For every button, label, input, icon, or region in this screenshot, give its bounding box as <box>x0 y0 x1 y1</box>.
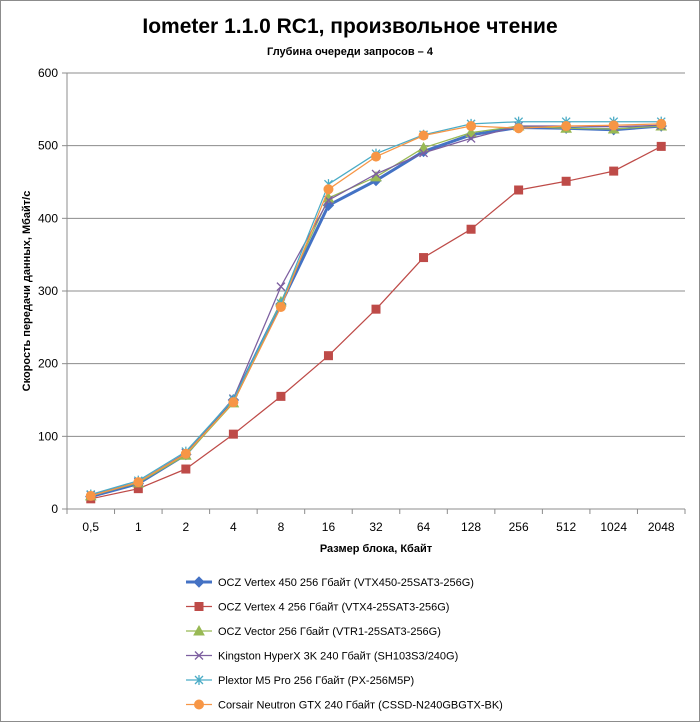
x-tick-label: 512 <box>556 520 576 534</box>
data-point <box>180 448 191 459</box>
y-tick-label: 0 <box>51 502 58 516</box>
x-tick-label: 64 <box>417 520 431 534</box>
series-2 <box>86 141 666 504</box>
legend-label: OCZ Vector 256 Гбайт (VTR1-25SAT3-256G) <box>218 626 441 638</box>
y-tick-label: 200 <box>38 357 58 371</box>
gridlines <box>67 72 685 437</box>
data-point <box>418 130 429 141</box>
data-point <box>85 490 96 501</box>
data-point <box>466 133 476 143</box>
chart-title: Iometer 1.1.0 RC1, произвольное чтение <box>142 15 557 38</box>
legend-label: Plextor M5 Pro 256 Гбайт (PX-256M5P) <box>218 675 414 687</box>
data-point <box>228 429 238 439</box>
legend-marker <box>194 651 204 660</box>
data-point <box>656 141 666 151</box>
y-tick-label: 500 <box>38 139 58 153</box>
legend-label: Corsair Neutron GTX 240 Гбайт (CSSD-N240… <box>218 700 503 712</box>
data-point <box>371 169 381 179</box>
legend-marker <box>194 602 204 611</box>
legend: OCZ Vertex 450 256 Гбайт (VTX450-25SAT3-… <box>186 576 503 712</box>
x-tick-label: 256 <box>509 520 529 534</box>
x-tick-label: 2048 <box>648 520 675 534</box>
y-tick-label: 300 <box>38 284 58 298</box>
series-layer <box>84 116 668 504</box>
data-point <box>419 148 428 158</box>
data-point <box>561 176 571 186</box>
data-point <box>133 477 144 488</box>
data-point <box>513 123 524 134</box>
data-point <box>276 391 286 401</box>
legend-marker <box>193 576 205 588</box>
y-tick-labels: 0 100 200 300 400 500 600 <box>38 66 58 516</box>
legend-label: OCZ Vertex 4 256 Гбайт (VTX4-25SAT3-256G… <box>218 602 449 614</box>
data-point <box>419 253 429 263</box>
x-tick-label: 4 <box>230 520 237 534</box>
legend-entry: Kingston HyperX 3K 240 Гбайт (SH103S3/24… <box>186 651 458 663</box>
y-tick-label: 600 <box>38 66 58 80</box>
data-point <box>371 304 381 314</box>
legend-entry: OCZ Vertex 450 256 Гбайт (VTX450-25SAT3-… <box>186 576 474 589</box>
data-point <box>228 397 239 408</box>
x-tick-label: 128 <box>461 520 481 534</box>
data-point <box>371 151 381 162</box>
y-tick-label: 100 <box>38 429 58 443</box>
x-tick-label: 32 <box>369 520 383 534</box>
x-tick-label: 1 <box>135 520 142 534</box>
x-tick-labels: 0,5 1 2 4 8 16 32 64 128 256 512 1024 2048 <box>82 520 674 534</box>
x-tick-label: 2 <box>183 520 190 534</box>
data-point <box>656 118 667 129</box>
legend-marker <box>194 699 204 710</box>
data-point <box>276 282 286 292</box>
data-point <box>417 141 430 153</box>
x-tick-label: 0,5 <box>82 520 99 534</box>
data-point <box>323 351 333 361</box>
data-point <box>514 185 524 195</box>
data-point <box>465 126 477 138</box>
series-line <box>90 145 662 500</box>
data-point <box>466 224 476 234</box>
legend-entry: OCZ Vector 256 Гбайт (VTR1-25SAT3-256G) <box>186 624 441 638</box>
x-tick-label: 1024 <box>600 520 627 534</box>
legend-marker <box>194 675 204 685</box>
legend-label: OCZ Vertex 450 256 Гбайт (VTX450-25SAT3-… <box>218 577 474 589</box>
legend-marker <box>193 624 205 636</box>
axes <box>62 72 686 514</box>
data-point <box>466 121 477 132</box>
x-axis-label: Размер блока, Кбайт <box>320 543 433 555</box>
y-tick-label: 400 <box>38 211 58 225</box>
data-point <box>608 120 619 131</box>
data-point <box>323 184 334 195</box>
y-axis-label: Скорость передачи данных, Мбайт/с <box>21 191 33 392</box>
x-tick-label: 8 <box>278 520 285 534</box>
legend-entry: OCZ Vertex 4 256 Гбайт (VTX4-25SAT3-256G… <box>186 602 449 614</box>
data-point <box>275 301 286 312</box>
data-point <box>609 166 619 176</box>
data-point <box>181 464 191 474</box>
legend-label: Kingston HyperX 3K 240 Гбайт (SH103S3/24… <box>218 651 458 663</box>
chart-subtitle: Глубина очереди запросов – 4 <box>267 46 434 58</box>
x-tick-label: 16 <box>322 520 336 534</box>
legend-entry: Plextor M5 Pro 256 Гбайт (PX-256M5P) <box>186 675 414 687</box>
legend-entry: Corsair Neutron GTX 240 Гбайт (CSSD-N240… <box>186 699 503 712</box>
series-6 <box>85 118 667 501</box>
data-point <box>561 121 572 132</box>
